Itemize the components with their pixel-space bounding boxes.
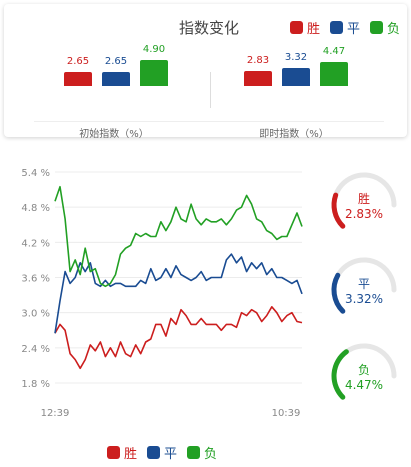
bottom-legend-swatch-loss <box>187 446 201 459</box>
bar-value-draw-group-1: 3.32 <box>284 52 308 64</box>
y-tick-label: 3.6 % <box>21 274 50 285</box>
y-tick-label: 4.2 % <box>21 238 50 249</box>
bottom-legend: 胜 平 负 <box>107 443 227 462</box>
bottom-legend-item-loss: 负 <box>187 443 217 462</box>
bottom-legend-label-draw: 平 <box>164 447 178 462</box>
gauge-fill-win <box>331 192 346 229</box>
y-tick-label: 5.4 % <box>21 168 50 179</box>
series-line-loss <box>54 185 303 288</box>
bar-value-win-group-0: 2.65 <box>66 55 90 67</box>
legend-swatch-win <box>290 21 303 34</box>
bar-win-group-1 <box>244 71 272 86</box>
bottom-legend-label-loss: 负 <box>204 447 218 462</box>
gauge-label-loss: 负 <box>358 363 370 377</box>
y-tick-label: 2.4 % <box>21 344 50 355</box>
series-line-win <box>54 305 303 370</box>
gauge-value-draw: 3.32% <box>345 292 383 306</box>
legend-swatch-loss <box>370 21 384 34</box>
group-label-live: 即时指数（%） <box>259 129 329 140</box>
bar-value-draw-group-0: 2.65 <box>104 55 128 67</box>
group-label-initial: 初始指数（%） <box>79 129 149 140</box>
x-tick-label: 10:39 <box>272 408 301 419</box>
y-tick-label: 1.8 % <box>21 379 50 390</box>
legend-label-loss: 负 <box>387 22 401 37</box>
card-baseline <box>34 121 384 122</box>
bar-loss-group-1 <box>320 62 348 86</box>
bottom-legend-swatch-draw <box>147 446 161 459</box>
legend-label-draw: 平 <box>347 22 361 37</box>
gauge-value-loss: 4.47% <box>345 378 383 392</box>
series-line-draw <box>54 253 303 334</box>
bottom-legend-item-draw: 平 <box>147 443 177 462</box>
legend-label-win: 胜 <box>307 22 321 37</box>
y-tick-label: 4.8 % <box>21 203 50 214</box>
legend-item-loss: 负 <box>370 18 400 37</box>
gauge-fill-draw <box>331 272 346 314</box>
gauge-fill-loss <box>331 349 349 400</box>
legend-swatch-draw <box>330 21 344 34</box>
gauge-panel: 胜2.83% 平3.32% 负4.47% <box>331 172 397 400</box>
index-change-card: 指数变化 胜 平 负 2.65 2.65 4.90 2.83 3.32 4.47 初始指数… <box>4 4 410 140</box>
gauge-value-win: 2.83% <box>345 207 383 221</box>
bar-value-loss-group-0: 4.90 <box>142 44 166 56</box>
bar-win-group-0 <box>64 71 92 86</box>
bar-value-win-group-1: 2.83 <box>246 55 270 66</box>
legend-item-draw: 平 <box>330 18 360 37</box>
line-chart: 5.4 % 4.8 % 4.2 % 3.6 % 3.0 % 2.4 % 1.8 % 12:39… <box>21 168 303 419</box>
bar-draw-group-0 <box>102 71 130 86</box>
bar-chart-title: 指数变化 <box>179 19 240 37</box>
bar-draw-group-1 <box>282 68 310 86</box>
gauge-label-win: 胜 <box>358 191 370 206</box>
group-divider <box>210 72 211 108</box>
bottom-legend-item-win: 胜 <box>107 443 137 462</box>
gauge-label-draw: 平 <box>358 277 370 291</box>
top-legend: 胜 平 负 <box>290 18 410 37</box>
bar-value-loss-group-1: 4.47 <box>322 46 346 58</box>
legend-item-win: 胜 <box>290 18 320 37</box>
bar-loss-group-0 <box>140 60 168 86</box>
bottom-legend-swatch-win <box>107 446 120 459</box>
x-tick-label: 12:39 <box>41 408 70 419</box>
bottom-legend-label-win: 胜 <box>124 447 138 462</box>
y-tick-label: 3.0 % <box>21 309 50 320</box>
